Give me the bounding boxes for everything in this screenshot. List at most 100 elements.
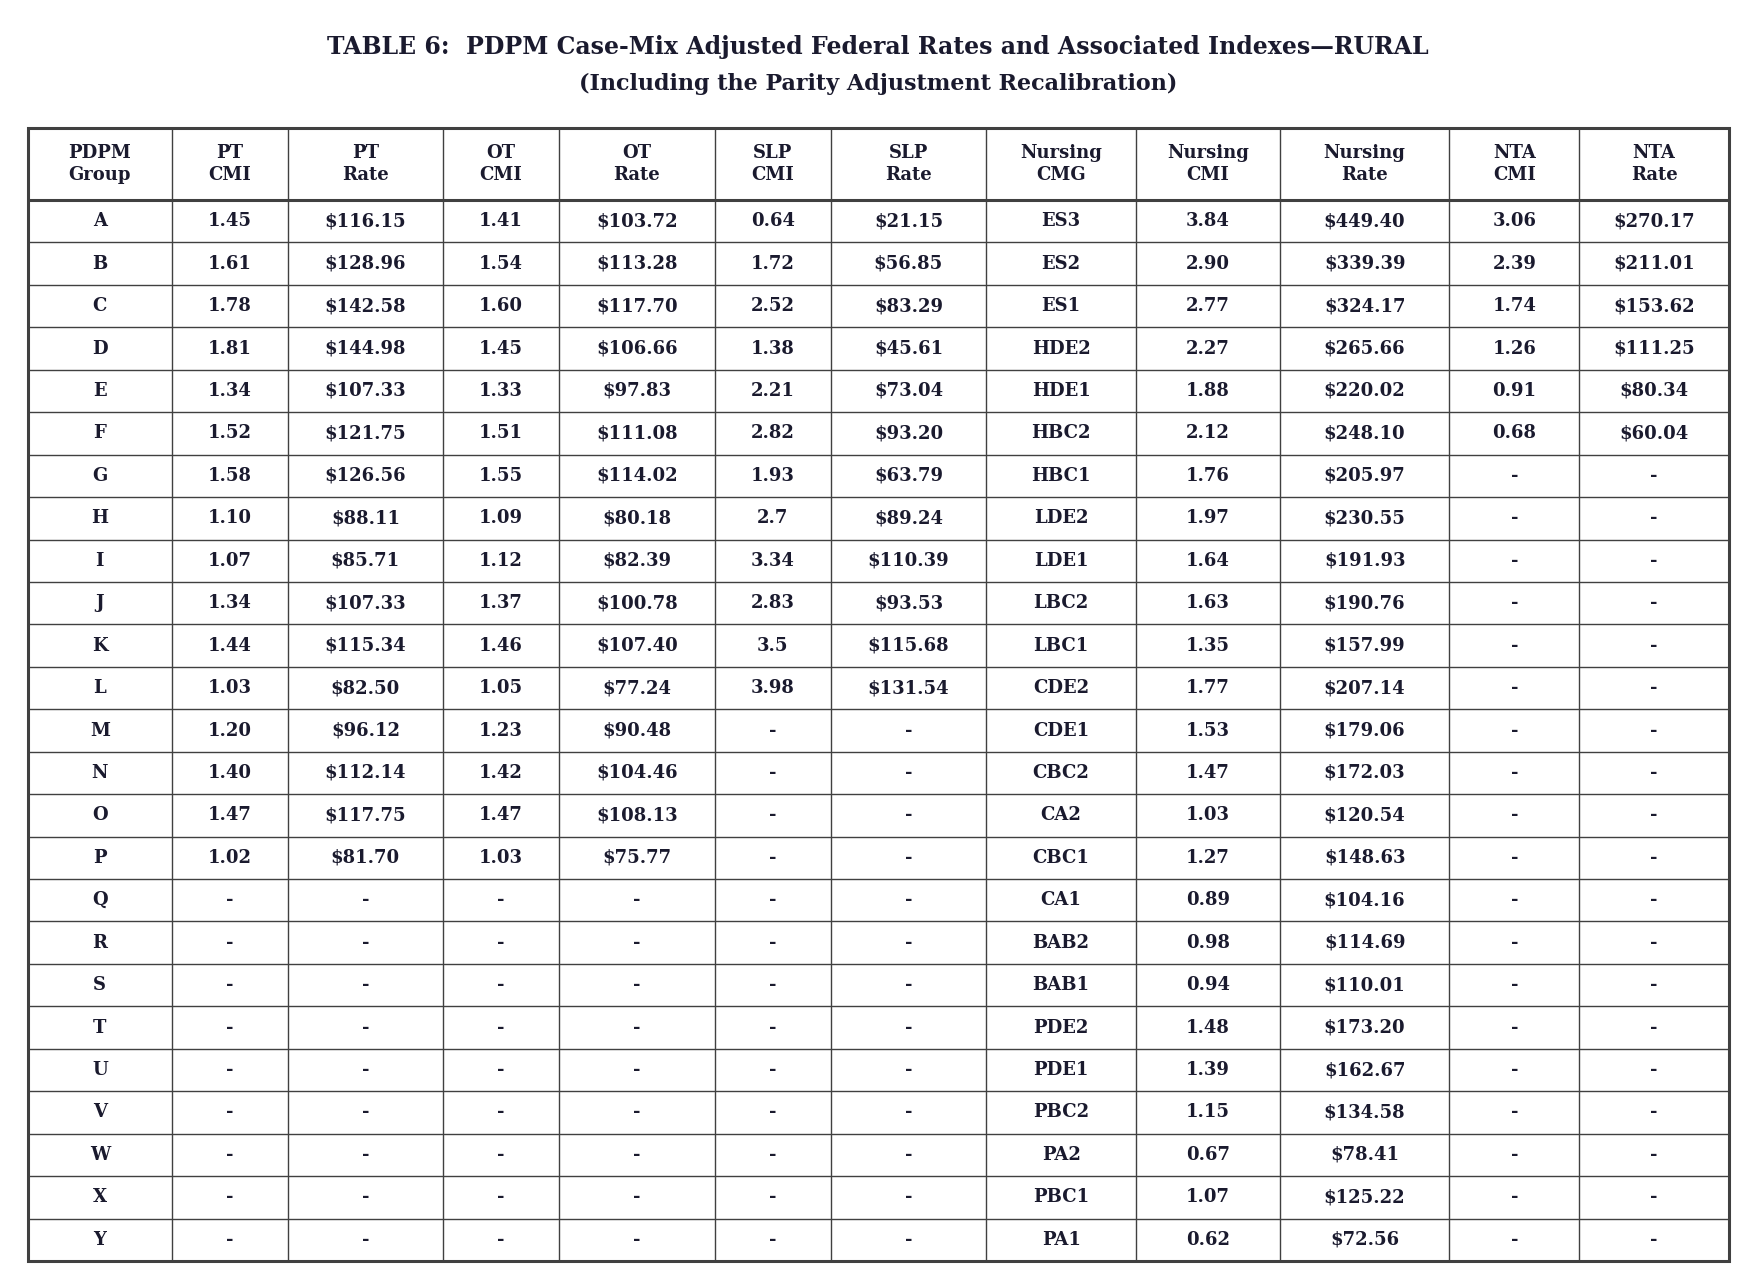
Text: $107.40: $107.40	[596, 636, 678, 654]
Text: M: M	[90, 721, 111, 739]
Text: 0.89: 0.89	[1186, 892, 1230, 910]
Text: CBC1: CBC1	[1033, 849, 1089, 867]
Text: T: T	[93, 1019, 107, 1037]
Text: -: -	[770, 721, 777, 739]
Text: -: -	[633, 1061, 641, 1079]
Text: 1.58: 1.58	[207, 467, 251, 485]
Text: 1.45: 1.45	[480, 340, 524, 358]
Text: 1.60: 1.60	[480, 298, 524, 316]
Text: ES2: ES2	[1042, 254, 1081, 273]
Text: -: -	[497, 1019, 504, 1037]
Text: O: O	[91, 807, 107, 825]
Text: -: -	[1511, 1230, 1518, 1248]
Text: SLP
Rate: SLP Rate	[886, 144, 931, 183]
Text: -: -	[497, 1146, 504, 1164]
Text: 1.54: 1.54	[480, 254, 524, 273]
Text: $93.53: $93.53	[873, 594, 944, 612]
Text: $104.16: $104.16	[1323, 892, 1406, 910]
Text: -: -	[770, 1188, 777, 1206]
Text: -: -	[227, 1188, 234, 1206]
Text: ES1: ES1	[1042, 298, 1081, 316]
Text: -: -	[1511, 1146, 1518, 1164]
Text: -: -	[770, 1019, 777, 1037]
Text: -: -	[633, 1188, 641, 1206]
Text: -: -	[770, 1146, 777, 1164]
Text: -: -	[497, 892, 504, 910]
Text: 1.64: 1.64	[1186, 552, 1230, 570]
Text: $115.68: $115.68	[868, 636, 949, 654]
Text: -: -	[1650, 1230, 1659, 1248]
Text: -: -	[1511, 1061, 1518, 1079]
Text: J: J	[95, 594, 104, 612]
Text: 1.09: 1.09	[480, 509, 524, 527]
Text: -: -	[1511, 1188, 1518, 1206]
Text: -: -	[633, 934, 641, 952]
Text: -: -	[227, 1019, 234, 1037]
Text: $106.66: $106.66	[596, 340, 678, 358]
Text: -: -	[1511, 594, 1518, 612]
Text: -: -	[633, 1103, 641, 1121]
Text: -: -	[362, 1103, 369, 1121]
Text: ES3: ES3	[1042, 212, 1081, 230]
Text: $205.97: $205.97	[1323, 467, 1406, 485]
Text: -: -	[1650, 636, 1659, 654]
Text: 1.34: 1.34	[207, 594, 251, 612]
Text: 3.98: 3.98	[750, 679, 794, 697]
Text: $324.17: $324.17	[1323, 298, 1406, 316]
Text: 1.15: 1.15	[1186, 1103, 1230, 1121]
Text: -: -	[905, 1061, 912, 1079]
Text: 1.07: 1.07	[207, 552, 251, 570]
Text: 1.47: 1.47	[480, 807, 524, 825]
Text: $107.33: $107.33	[325, 594, 406, 612]
Text: -: -	[362, 1188, 369, 1206]
Text: 1.39: 1.39	[1186, 1061, 1230, 1079]
Text: $121.75: $121.75	[325, 425, 406, 443]
Text: 1.05: 1.05	[480, 679, 524, 697]
Text: $21.15: $21.15	[873, 212, 944, 230]
Text: $265.66: $265.66	[1323, 340, 1406, 358]
Text: 3.5: 3.5	[757, 636, 789, 654]
Text: 1.48: 1.48	[1186, 1019, 1230, 1037]
Text: F: F	[93, 425, 107, 443]
Text: -: -	[905, 763, 912, 781]
Text: $56.85: $56.85	[873, 254, 944, 273]
Text: 1.41: 1.41	[480, 212, 524, 230]
Text: PBC2: PBC2	[1033, 1103, 1089, 1121]
Text: -: -	[633, 1019, 641, 1037]
Text: -: -	[633, 1230, 641, 1248]
Text: -: -	[1650, 594, 1659, 612]
Text: -: -	[362, 1019, 369, 1037]
Text: PA1: PA1	[1042, 1230, 1081, 1248]
Text: 1.37: 1.37	[480, 594, 524, 612]
Text: $114.02: $114.02	[596, 467, 678, 485]
Text: -: -	[905, 807, 912, 825]
Text: 2.90: 2.90	[1186, 254, 1230, 273]
Text: $153.62: $153.62	[1613, 298, 1696, 316]
Text: -: -	[770, 1061, 777, 1079]
Text: $45.61: $45.61	[873, 340, 944, 358]
Text: $114.69: $114.69	[1323, 934, 1406, 952]
Text: $96.12: $96.12	[330, 721, 401, 739]
Text: $88.11: $88.11	[330, 509, 401, 527]
Text: 2.82: 2.82	[750, 425, 794, 443]
Text: $111.08: $111.08	[596, 425, 678, 443]
Text: $85.71: $85.71	[330, 552, 401, 570]
Text: -: -	[1511, 976, 1518, 994]
Text: 1.77: 1.77	[1186, 679, 1230, 697]
Text: -: -	[1650, 1103, 1659, 1121]
Text: $83.29: $83.29	[873, 298, 944, 316]
Text: $78.41: $78.41	[1330, 1146, 1399, 1164]
Text: $207.14: $207.14	[1323, 679, 1406, 697]
Text: -: -	[905, 849, 912, 867]
Text: 1.72: 1.72	[750, 254, 794, 273]
Text: R: R	[93, 934, 107, 952]
Text: $117.75: $117.75	[325, 807, 406, 825]
Text: $172.03: $172.03	[1323, 763, 1406, 781]
Text: -: -	[497, 934, 504, 952]
Text: $104.46: $104.46	[596, 763, 678, 781]
Text: $191.93: $191.93	[1323, 552, 1406, 570]
Text: 1.46: 1.46	[480, 636, 524, 654]
Text: Nursing
CMG: Nursing CMG	[1021, 144, 1102, 183]
Text: NTA
Rate: NTA Rate	[1630, 144, 1678, 183]
Text: PBC1: PBC1	[1033, 1188, 1089, 1206]
